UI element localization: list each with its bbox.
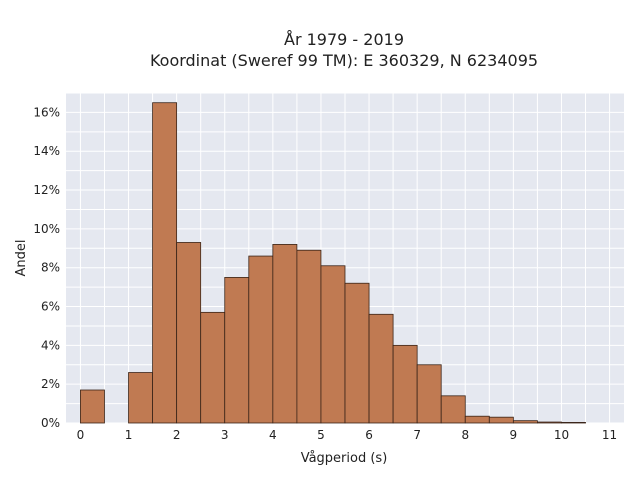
histogram-bar — [392, 344, 418, 424]
y-tick-label: 14% — [33, 144, 60, 158]
x-axis-label: Vågperiod (s) — [301, 451, 388, 466]
x-tick-label: 2 — [173, 428, 181, 442]
histogram-bar — [248, 255, 274, 424]
y-tick-label: 6% — [41, 300, 60, 314]
histogram-bar — [561, 422, 586, 424]
chart-title-line1: År 1979 - 2019 — [284, 30, 404, 49]
x-tick-label: 9 — [510, 428, 518, 442]
x-tick-label: 6 — [365, 428, 373, 442]
histogram-bar — [224, 277, 250, 424]
histogram-bar — [296, 249, 322, 424]
x-tick-label: 5 — [317, 428, 325, 442]
histogram-bar — [344, 282, 370, 424]
histogram-bar — [200, 311, 226, 424]
histogram-bar — [128, 372, 153, 424]
histogram-bar — [320, 265, 346, 424]
chart-title-line2: Koordinat (Sweref 99 TM): E 360329, N 62… — [150, 51, 538, 70]
y-tick-label: 8% — [41, 261, 60, 275]
histogram-bar — [440, 395, 466, 424]
x-tick-label: 1 — [125, 428, 133, 442]
bars — [80, 102, 586, 424]
histogram-bar — [537, 421, 562, 424]
x-tick-label: 10 — [554, 428, 569, 442]
x-tick-label: 4 — [269, 428, 277, 442]
histogram-bar — [416, 364, 442, 424]
x-tick-label: 8 — [461, 428, 469, 442]
histogram-bar — [272, 244, 298, 424]
x-tick-label: 7 — [413, 428, 421, 442]
y-tick-label: 16% — [33, 105, 60, 119]
histogram-bar — [512, 420, 538, 424]
y-tick-labels: 0% 2% 4% 6% 8% 10% 12% 14% 16% — [33, 105, 60, 430]
x-tick-labels: 0 1 2 3 4 5 6 7 8 9 10 11 — [77, 428, 618, 442]
y-tick-label: 12% — [33, 183, 60, 197]
y-axis-label: Andel — [14, 240, 29, 277]
x-tick-label: 11 — [602, 428, 617, 442]
y-tick-label: 2% — [41, 377, 60, 391]
histogram-bar — [368, 313, 394, 424]
x-tick-label: 0 — [77, 428, 85, 442]
y-tick-label: 4% — [41, 338, 60, 352]
y-tick-label: 0% — [41, 416, 60, 430]
histogram-bar — [176, 242, 202, 424]
y-tick-label: 10% — [33, 222, 60, 236]
histogram-bar — [152, 102, 178, 424]
histogram-bar — [80, 389, 105, 424]
histogram-bar — [488, 416, 514, 424]
histogram-bar — [464, 415, 490, 424]
x-tick-label: 3 — [221, 428, 229, 442]
